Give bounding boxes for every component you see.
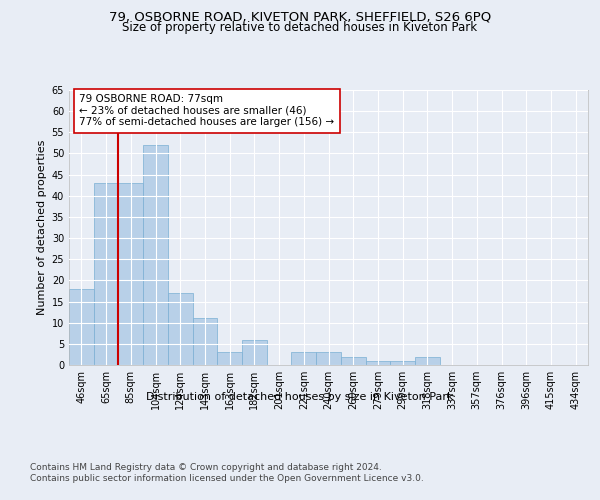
Y-axis label: Number of detached properties: Number of detached properties <box>37 140 47 315</box>
Bar <box>390 361 415 365</box>
Text: Contains public sector information licensed under the Open Government Licence v3: Contains public sector information licen… <box>30 474 424 483</box>
Bar <box>193 318 217 365</box>
Bar <box>143 145 168 365</box>
Bar <box>292 352 316 365</box>
Text: 79 OSBORNE ROAD: 77sqm
← 23% of detached houses are smaller (46)
77% of semi-det: 79 OSBORNE ROAD: 77sqm ← 23% of detached… <box>79 94 335 128</box>
Bar <box>341 356 365 365</box>
Bar <box>118 183 143 365</box>
Text: Size of property relative to detached houses in Kiveton Park: Size of property relative to detached ho… <box>122 21 478 34</box>
Text: Distribution of detached houses by size in Kiveton Park: Distribution of detached houses by size … <box>146 392 454 402</box>
Bar <box>168 293 193 365</box>
Bar <box>94 183 118 365</box>
Bar <box>242 340 267 365</box>
Bar <box>69 289 94 365</box>
Text: 79, OSBORNE ROAD, KIVETON PARK, SHEFFIELD, S26 6PQ: 79, OSBORNE ROAD, KIVETON PARK, SHEFFIEL… <box>109 10 491 23</box>
Bar <box>365 361 390 365</box>
Bar <box>316 352 341 365</box>
Bar <box>217 352 242 365</box>
Bar <box>415 356 440 365</box>
Text: Contains HM Land Registry data © Crown copyright and database right 2024.: Contains HM Land Registry data © Crown c… <box>30 462 382 471</box>
